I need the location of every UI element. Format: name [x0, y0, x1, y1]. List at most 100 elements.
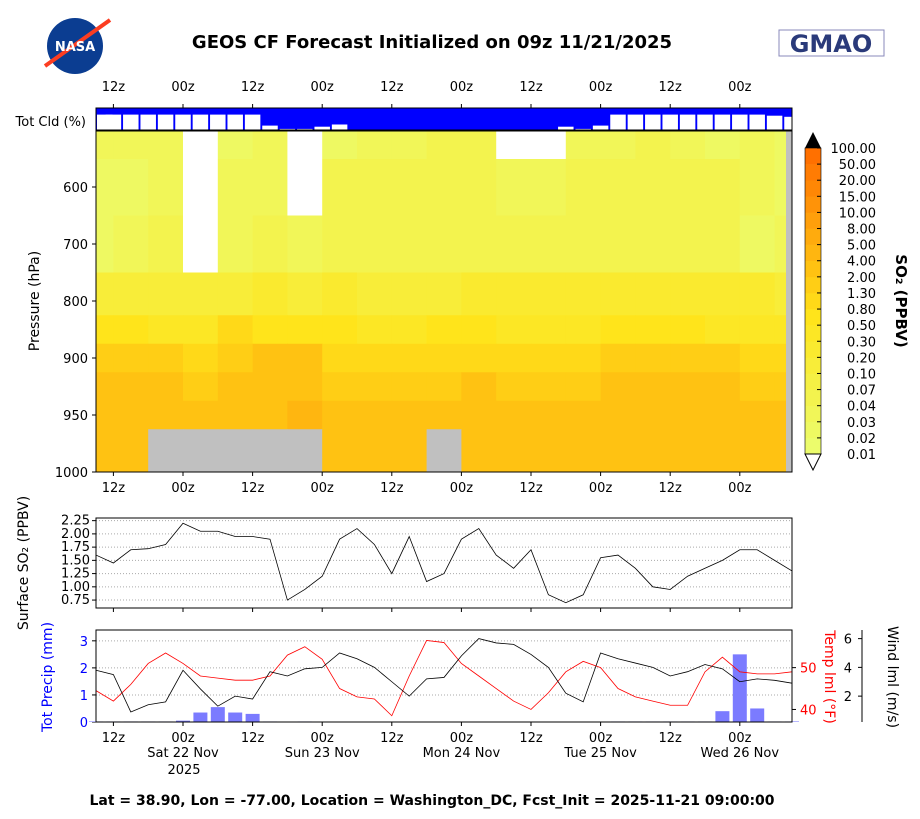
so2-cell	[357, 131, 393, 160]
time-tick-label: 12z	[380, 481, 404, 496]
cloud-fraction-bar	[244, 114, 261, 130]
so2-cell	[287, 372, 323, 402]
so2-cell	[113, 215, 149, 273]
colorbar-segment	[805, 148, 821, 165]
time-tick-label: 00z	[450, 731, 474, 746]
so2-cell	[148, 372, 184, 402]
colorbar-tick-label: 5.00	[847, 239, 876, 254]
so2-cell	[705, 343, 741, 373]
so2-cell	[705, 131, 741, 160]
precip-bar	[245, 713, 260, 722]
so2-cell	[96, 372, 114, 402]
so2-cell	[183, 159, 219, 216]
footer-text: Lat = 38.90, Lon = -77.00, Location = Wa…	[89, 793, 774, 809]
so2-cell	[426, 159, 462, 216]
so2-cell	[565, 159, 602, 216]
so2-cell	[96, 315, 114, 345]
so2-tick-label: 1.25	[61, 567, 90, 582]
time-tick-label: 00z	[311, 481, 335, 496]
so2-cell	[113, 159, 149, 216]
colorbar-tick-label: 4.00	[847, 255, 876, 270]
temp-line	[95, 640, 793, 717]
so2-cell	[600, 372, 636, 402]
so2-cell	[287, 131, 323, 160]
so2-cell	[113, 131, 149, 160]
time-tick-label: 00z	[171, 80, 195, 95]
so2-cell	[670, 315, 706, 345]
so2-cell	[287, 215, 323, 273]
so2-cell	[565, 372, 602, 402]
time-tick-label: 00z	[728, 80, 752, 95]
time-tick-label: 12z	[241, 731, 265, 746]
precip-bar	[750, 708, 765, 722]
so2-cell	[357, 429, 393, 459]
so2-cell	[496, 215, 532, 273]
time-tick-label: 00z	[589, 731, 613, 746]
so2-cell	[461, 159, 497, 216]
so2-cell	[322, 215, 358, 273]
cloud-fraction-bar	[766, 115, 783, 130]
so2-cell	[391, 315, 428, 345]
date-label: Wed 26 Nov	[701, 746, 780, 761]
so2-cell	[217, 272, 254, 316]
so2-cell	[96, 457, 114, 472]
so2-cell	[531, 457, 567, 472]
colorbar-max-extend	[805, 132, 821, 148]
precip-bar	[176, 720, 190, 722]
time-tick-label: 12z	[659, 731, 683, 746]
colorbar-segment	[805, 325, 821, 342]
so2-tick-label: 0.75	[61, 593, 90, 608]
time-tick-label: 00z	[450, 481, 474, 496]
so2-cell	[148, 215, 184, 273]
time-tick-label: 12z	[380, 80, 404, 95]
pressure-tick-label: 800	[63, 295, 88, 310]
so2-cell	[705, 315, 741, 345]
temp-tick-label: 50	[800, 662, 817, 677]
so2-cell	[670, 372, 706, 402]
cloud-fraction-bar	[262, 125, 278, 130]
so2-cell	[461, 429, 497, 459]
so2-cell	[217, 159, 254, 216]
colorbar-tick-label: 15.00	[839, 190, 876, 205]
temp-axis-label: Temp lml (°F)	[821, 629, 837, 724]
so2-cell	[670, 457, 706, 472]
precip-bar	[715, 711, 730, 722]
so2-cell	[739, 315, 776, 345]
so2-cell	[635, 272, 671, 316]
so2-cell	[357, 372, 393, 402]
terrain-cell	[148, 429, 184, 459]
time-tick-label: 00z	[589, 80, 613, 95]
so2-cell	[357, 343, 393, 373]
wind-axis-label: Wind lml (m/s)	[884, 626, 900, 728]
so2-cell	[531, 400, 567, 430]
so2-cell	[96, 159, 114, 216]
cloud-fraction-bar	[645, 114, 661, 130]
so2-cell	[635, 429, 671, 459]
so2-cell	[600, 272, 636, 316]
so2-cell	[183, 315, 219, 345]
so2-cell	[461, 315, 497, 345]
so2-cell	[461, 343, 497, 373]
colorbar-tick-label: 0.20	[847, 351, 876, 366]
so2-cell	[739, 343, 776, 373]
so2-cell	[113, 372, 149, 402]
time-tick-label: 12z	[519, 731, 543, 746]
so2-cell	[322, 400, 358, 430]
so2-cell	[183, 272, 219, 316]
colorbar-segment	[805, 341, 821, 358]
gmao-logo: GMAO	[778, 29, 885, 58]
so2-cell	[148, 400, 184, 430]
so2-cell	[635, 400, 671, 430]
time-tick-label: 00z	[728, 481, 752, 496]
surface-so2-axis-label: Surface SO₂ (PPBV)	[16, 496, 32, 630]
so2-cell	[252, 159, 288, 216]
so2-cell	[461, 372, 497, 402]
so2-cell	[670, 429, 706, 459]
so2-cell	[391, 159, 428, 216]
so2-cell	[705, 159, 741, 216]
so2-cell	[183, 400, 219, 430]
so2-cell	[565, 457, 602, 472]
so2-cell	[113, 400, 149, 430]
colorbar-segment	[805, 260, 821, 278]
colorbar-tick-label: 0.80	[847, 303, 876, 318]
